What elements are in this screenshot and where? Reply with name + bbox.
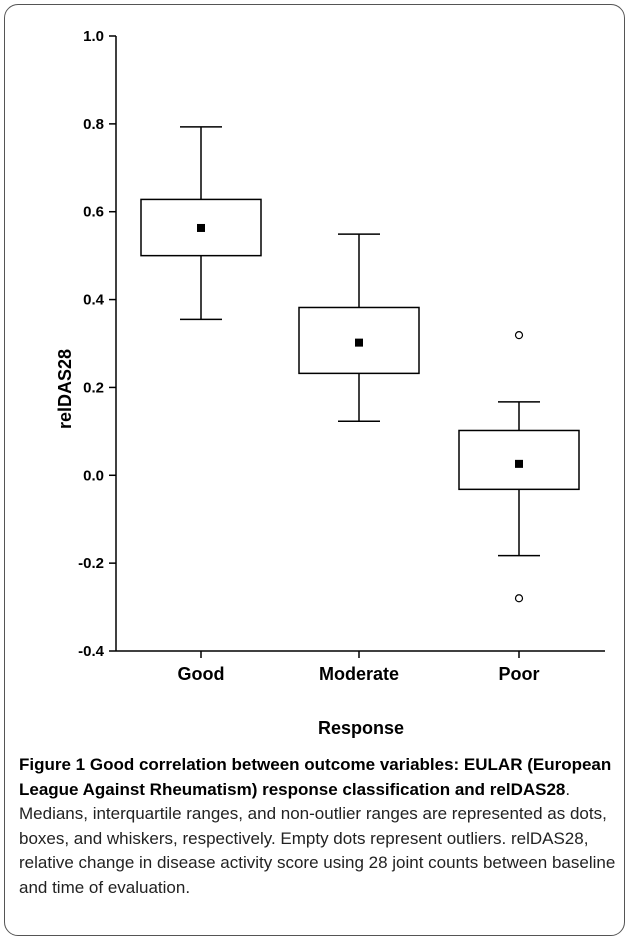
box-good — [140, 126, 262, 321]
box-moderate — [298, 233, 420, 423]
median-dot — [197, 223, 205, 232]
y-axis-title: relDAS28 — [55, 349, 75, 429]
y-tick-label: -0.2 — [78, 555, 104, 572]
y-tick-label: 0.4 — [83, 292, 105, 309]
x-axis-title: Response — [318, 718, 404, 738]
y-tick-label: 0.2 — [83, 379, 104, 396]
x-category-label: Good — [178, 664, 225, 684]
median-dot — [515, 459, 523, 468]
outlier-point — [514, 331, 524, 340]
y-axis: -0.4 -0.2 0.0 0.2 0.4 0.6 0.8 1.0 — [78, 28, 117, 660]
boxplot-chart: -0.4 -0.2 0.0 0.2 0.4 0.6 0.8 1.0 Good Moderate P… — [55, 28, 605, 738]
x-category-label: Moderate — [319, 664, 399, 684]
figure-caption: Figure 1 Good correlation between outcom… — [19, 753, 617, 900]
x-category-label: Poor — [498, 664, 539, 684]
box-series — [140, 126, 580, 603]
x-axis: Good Moderate Poor — [116, 650, 605, 684]
y-tick-label: 0.6 — [83, 204, 104, 221]
y-tick-label: 1.0 — [83, 28, 104, 45]
y-tick-label: 0.8 — [83, 116, 104, 133]
outlier-point — [514, 594, 524, 603]
y-tick-label: 0.0 — [83, 467, 104, 484]
box-poor — [458, 331, 580, 603]
median-dot — [355, 338, 363, 347]
caption-body: . Medians, interquartile ranges, and non… — [19, 779, 616, 897]
y-tick-label: -0.4 — [78, 643, 105, 660]
caption-title: Figure 1 Good correlation between outcom… — [19, 755, 612, 799]
figure-frame: -0.4 -0.2 0.0 0.2 0.4 0.6 0.8 1.0 Good Moderate P… — [4, 4, 625, 936]
